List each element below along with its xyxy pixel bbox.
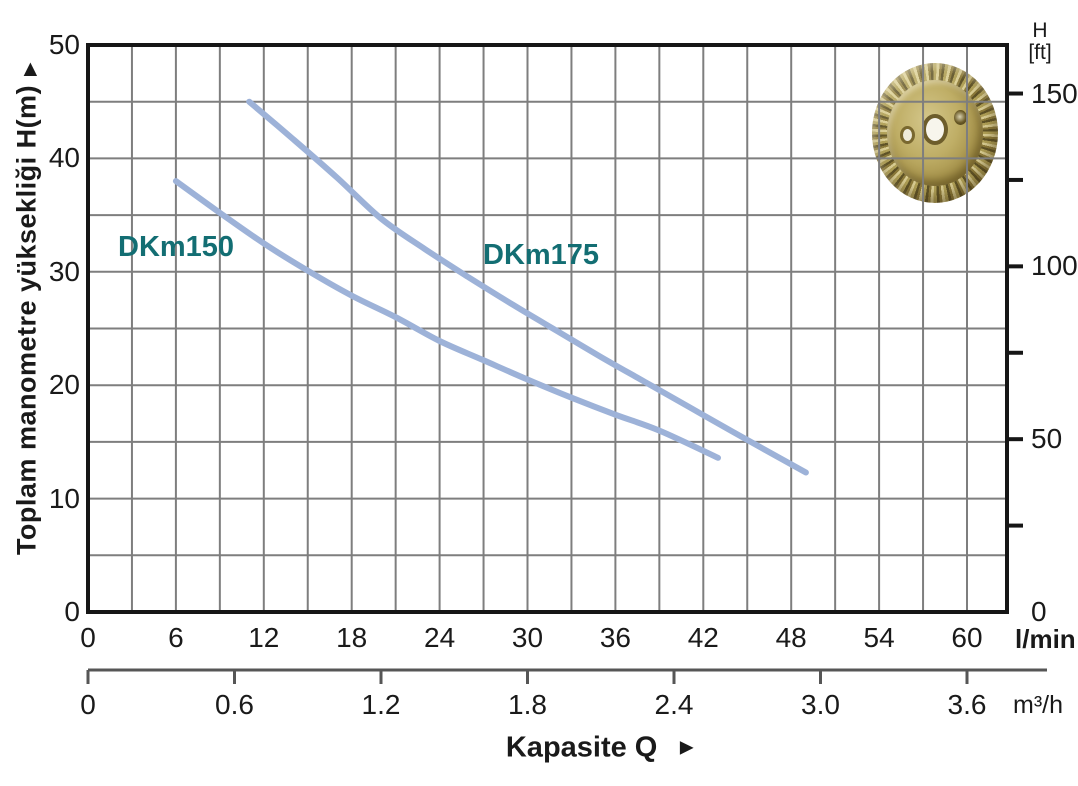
x-lmin-tick-label: 30 — [511, 622, 544, 653]
y-left-tick-label: 50 — [48, 29, 80, 60]
x-lmin-tick-label: 60 — [951, 622, 983, 653]
y-left-tick-label: 0 — [64, 596, 80, 627]
x-m3h-tick-label: 1.8 — [508, 689, 547, 720]
x-lmin-tick-label: 42 — [687, 622, 719, 653]
x-lmin-tick-label: 48 — [775, 622, 807, 653]
x-m3h-tick-label: 1.2 — [361, 689, 401, 720]
y-left-tick-label: 20 — [48, 369, 80, 401]
x-lmin-tick-label: 18 — [336, 622, 368, 653]
x-m3h-tick-label: 0.6 — [215, 689, 254, 720]
impeller-bolt-hole-left — [900, 126, 915, 144]
curve-dkm175 — [246, 98, 809, 476]
x-m3h-tick-label: 3.6 — [947, 689, 987, 720]
x-m3h-tick-label: 2.4 — [654, 689, 694, 720]
impeller-bolt-hole-right — [954, 110, 967, 125]
right-axis-title: H [ft] — [1018, 19, 1062, 65]
x-axis-title: Kapasite Q ► — [506, 732, 698, 765]
y-left-tick-label: 30 — [48, 255, 80, 287]
right-axis-title-h: H — [1032, 19, 1048, 42]
y-right-tick-label: 0 — [1031, 596, 1047, 627]
curve-label-dkm150: DKm150 — [118, 231, 235, 263]
y-right-tick-label: 50 — [1031, 423, 1063, 455]
x-lmin-tick-label: 36 — [599, 622, 631, 653]
x-lmin-tick-label: 6 — [168, 622, 184, 653]
right-axis-title-ft: [ft] — [1028, 41, 1052, 65]
curve-dkm150 — [172, 178, 721, 461]
x-axis-arrow-right-icon: ► — [675, 733, 699, 760]
x-axis-title-text: Kapasite Q — [505, 731, 658, 764]
y-axis-arrow-up-icon: ▲ — [19, 55, 42, 81]
x-lmin-tick-label: 54 — [863, 622, 895, 653]
x-m3h-tick-label: 3.0 — [801, 689, 840, 720]
x-axis-unit-lmin: l/min — [1015, 624, 1076, 654]
x-axis-unit-m3h: m³/h — [1013, 691, 1063, 719]
y-left-tick-label: 10 — [48, 482, 80, 514]
y-right-tick-label: 150 — [1031, 77, 1078, 109]
curve-label-dkm175: DKm175 — [483, 239, 600, 271]
x-m3h-tick-label: 0 — [80, 689, 96, 720]
y-right-tick-label: 100 — [1031, 250, 1078, 282]
x-lmin-tick-label: 0 — [80, 622, 96, 653]
plot-border — [86, 43, 1009, 614]
y-axis-title: Toplam manometre yüksekliği H(m) — [11, 84, 42, 556]
x-lmin-tick-label: 24 — [424, 622, 456, 653]
x-lmin-tick-label: 12 — [248, 622, 280, 653]
y-left-tick-label: 40 — [48, 142, 80, 174]
